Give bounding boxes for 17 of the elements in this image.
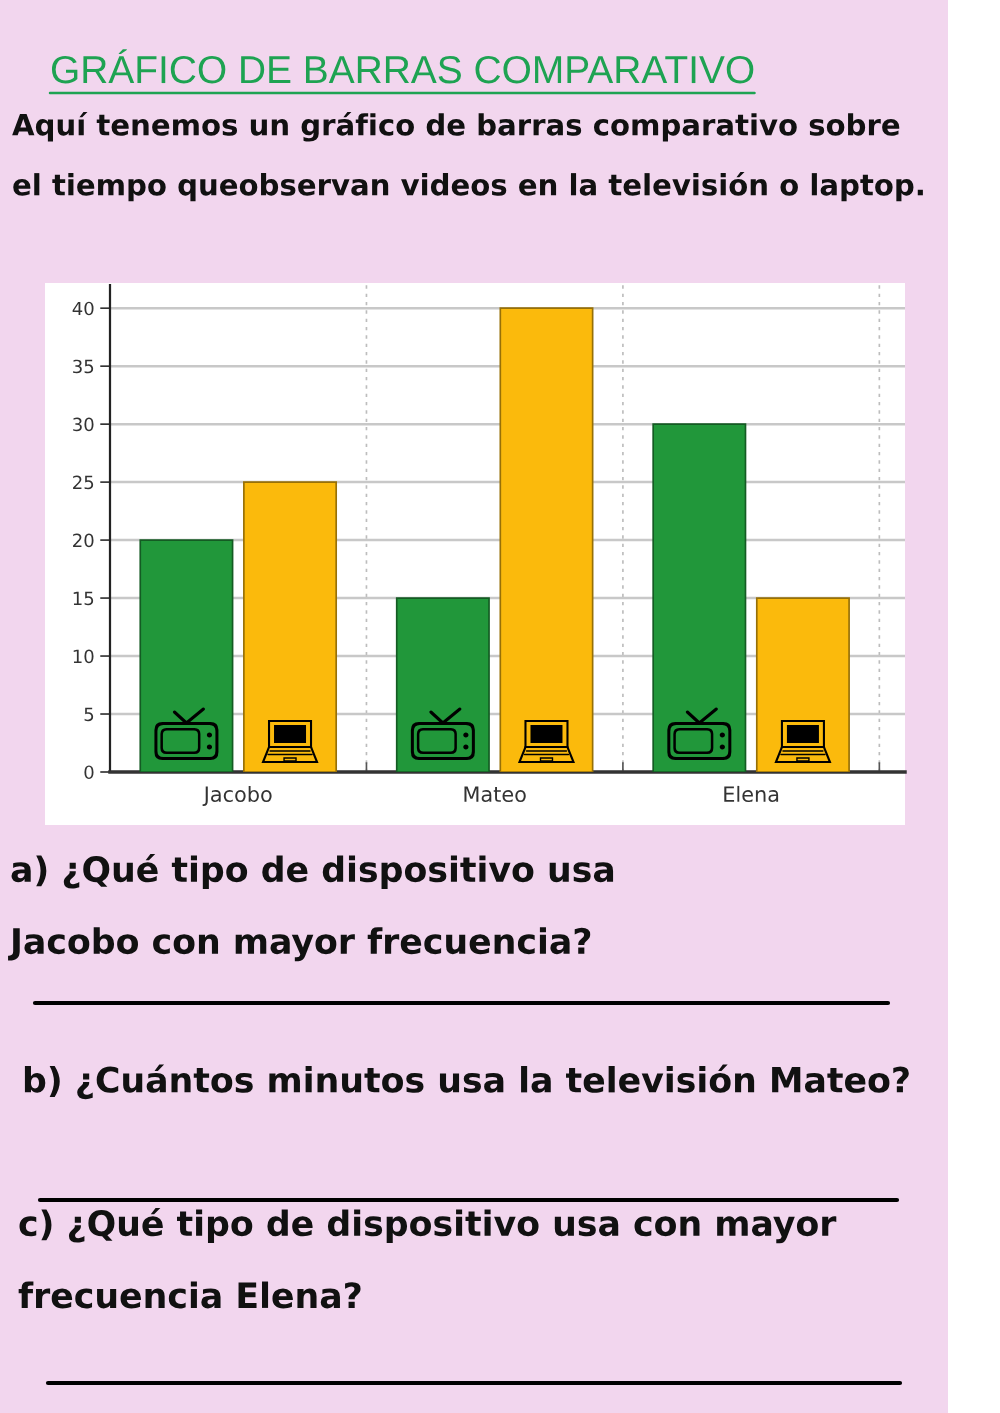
- text: b) ¿Cuántos minutos usa la televisión Mateo?: [24, 1064, 909, 1100]
- y-tick-label: 0: [84, 765, 94, 780]
- text: a) ¿Qué tipo de dispositivo usa Jacobo con mayor frecuencia?: [8, 854, 614, 962]
- x-tick-label: Mateo: [464, 786, 526, 803]
- y-tick-label: 35: [73, 359, 94, 374]
- x-tick-label: Jacobo: [202, 785, 272, 806]
- y-tick-label: 10: [73, 649, 94, 664]
- y-tick-label: 30: [73, 417, 94, 432]
- y-tick-label: 5: [84, 707, 94, 722]
- x-tick-label: Elena: [724, 785, 779, 803]
- y-tick-label: 25: [73, 475, 94, 490]
- text: c) ¿Qué tipo de dispositivo usa con mayor frecuencia Elena?: [18, 1208, 837, 1309]
- y-tick-label: 15: [73, 591, 94, 606]
- y-tick-label: 40: [72, 301, 94, 316]
- y-tick-label: 20: [73, 533, 94, 548]
- chart-title: GRÁFICO DE BARRAS COMPARATIVO: [51, 49, 754, 84]
- chart-subtitle: Aquí tenemos un gráfico de barras comparativo sobre el tiempo queobservan videos en la televisión o laptop.: [12, 112, 923, 202]
